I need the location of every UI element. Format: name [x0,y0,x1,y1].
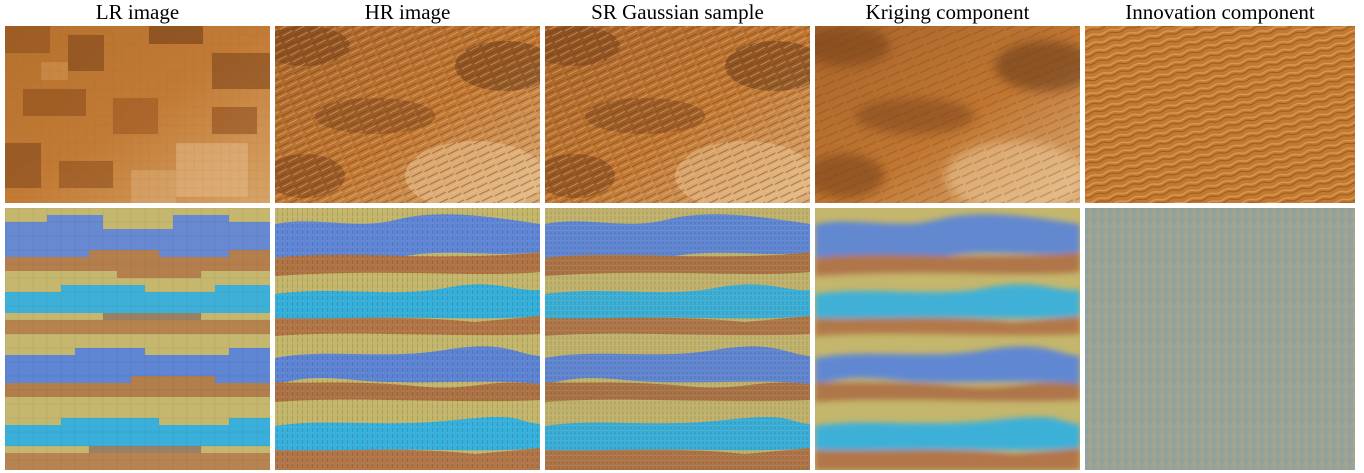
fur-lr-image [5,26,270,203]
column-header-hr: HR image [364,0,451,24]
fur-sr-gaussian-sample [545,26,810,203]
column-header-kriging: Kriging component [865,0,1030,24]
stripes-hr-image [275,208,540,470]
column-header-innovation: Innovation component [1125,0,1315,24]
stripes-innovation-component [1085,208,1355,470]
fur-kriging-component [815,26,1080,203]
column-header-sr: SR Gaussian sample [591,0,764,24]
fur-hr-image [275,26,540,203]
column-header-lr: LR image [95,0,180,24]
fur-innovation-component [1085,26,1355,203]
stripes-lr-image [5,208,270,470]
stripes-sr-gaussian-sample [545,208,810,470]
stripes-kriging-component [815,208,1080,470]
